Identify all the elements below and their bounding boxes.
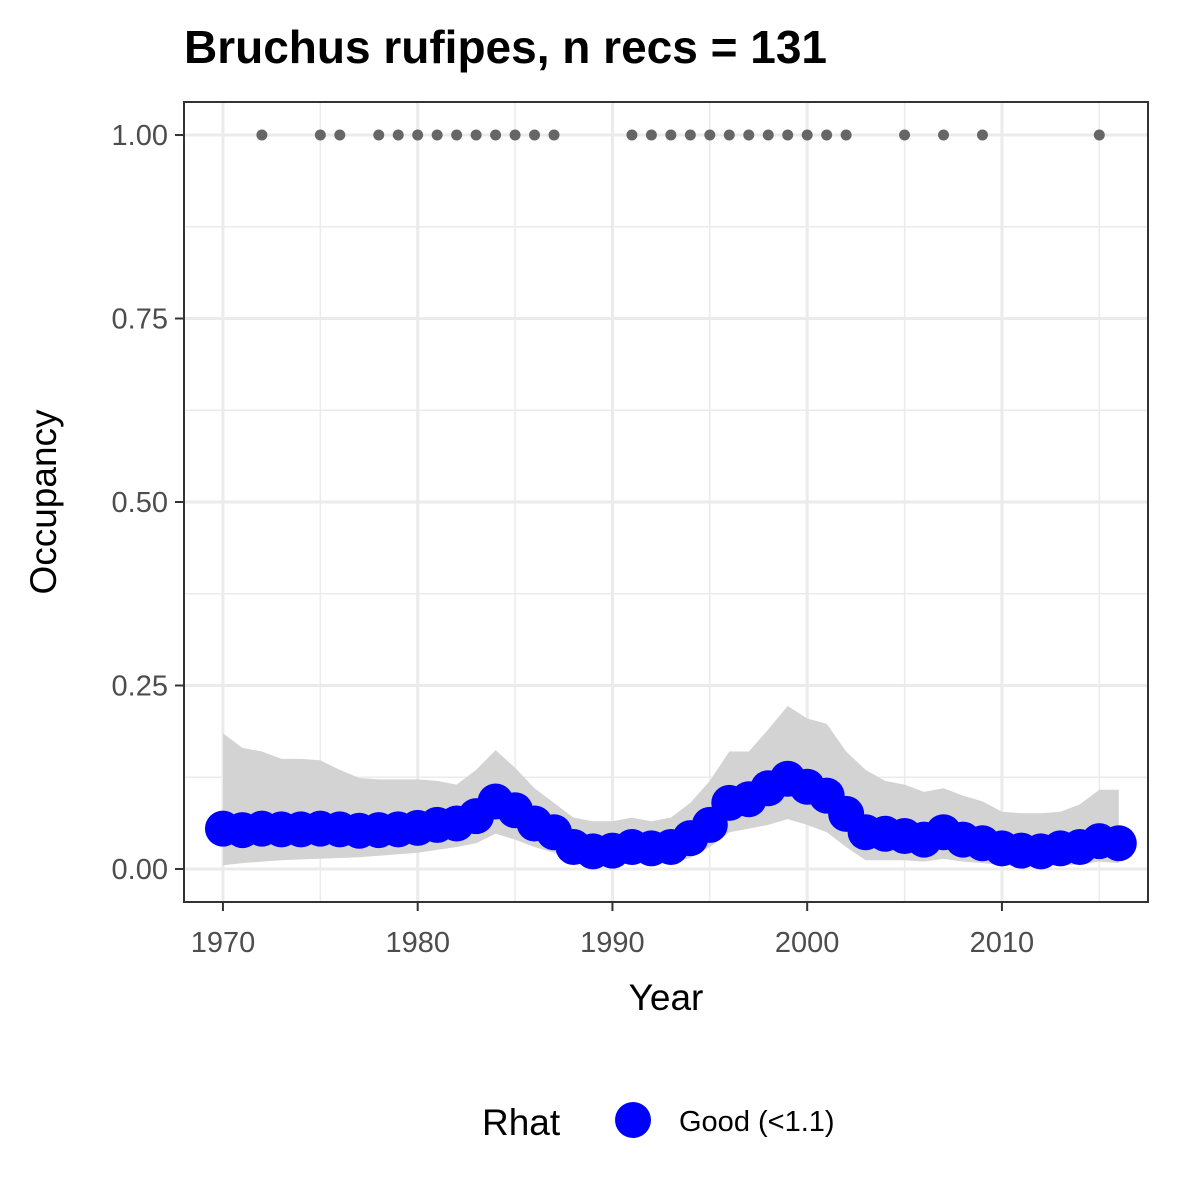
- x-tick-label: 1980: [385, 927, 450, 959]
- record-point: [840, 129, 852, 141]
- record-point: [684, 129, 696, 141]
- record-point: [451, 129, 463, 141]
- record-point: [470, 129, 482, 141]
- chart-title: Bruchus rufipes, n recs = 131: [184, 21, 827, 73]
- record-point: [490, 129, 502, 141]
- legend: Rhat Good (<1.1): [482, 1102, 835, 1143]
- record-point: [509, 129, 521, 141]
- record-point: [431, 129, 443, 141]
- y-axis-title: Occupancy: [23, 409, 64, 595]
- record-point: [821, 129, 833, 141]
- record-point: [412, 129, 424, 141]
- record-point: [529, 129, 541, 141]
- record-point: [976, 129, 988, 141]
- record-point: [899, 129, 911, 141]
- x-axis: 1970 1980 1990 2000 2010: [191, 902, 1035, 959]
- occupancy-series: [204, 760, 1137, 870]
- record-point: [548, 129, 560, 141]
- record-point: [373, 129, 385, 141]
- record-point: [334, 129, 346, 141]
- record-point: [743, 129, 755, 141]
- occupancy-point: [1100, 825, 1137, 862]
- x-tick-label: 1990: [580, 927, 645, 959]
- x-tick-label: 1970: [191, 927, 256, 959]
- record-point: [645, 129, 657, 141]
- record-point: [1093, 129, 1105, 141]
- x-tick-label: 2010: [970, 927, 1035, 959]
- legend-label-good: Good (<1.1): [679, 1106, 835, 1138]
- record-point: [392, 129, 404, 141]
- x-tick-label: 2000: [775, 927, 840, 959]
- y-tick-label: 0.25: [112, 670, 168, 702]
- record-point: [782, 129, 794, 141]
- record-point: [801, 129, 813, 141]
- y-tick-label: 1.00: [112, 120, 168, 152]
- record-point: [938, 129, 950, 141]
- record-point: [704, 129, 716, 141]
- record-points: [256, 129, 1105, 141]
- y-axis: 0.00 0.25 0.50 0.75 1.00: [112, 120, 184, 886]
- legend-key-good: [615, 1102, 651, 1138]
- y-tick-label: 0.50: [112, 487, 168, 519]
- x-axis-title: Year: [629, 977, 704, 1018]
- record-point: [762, 129, 774, 141]
- record-point: [626, 129, 638, 141]
- record-point: [314, 129, 326, 141]
- legend-title: Rhat: [482, 1102, 561, 1143]
- record-point: [256, 129, 268, 141]
- y-tick-label: 0.00: [112, 854, 168, 886]
- record-point: [665, 129, 677, 141]
- y-tick-label: 0.75: [112, 304, 168, 336]
- record-point: [723, 129, 735, 141]
